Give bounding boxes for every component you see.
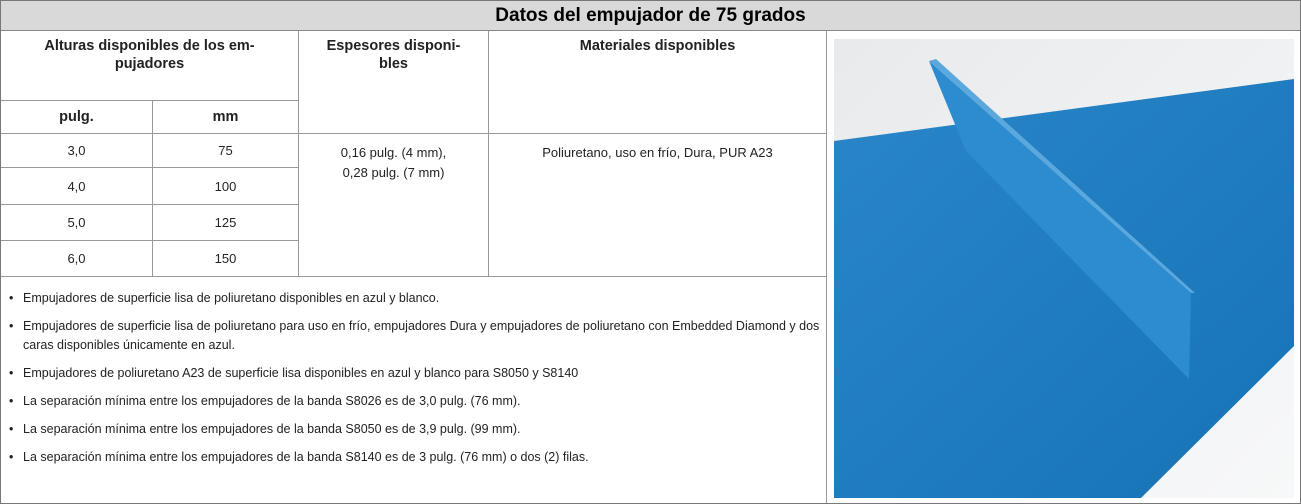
cell: 100 <box>153 168 299 205</box>
note: Empujadores de poliuretano A23 de superf… <box>9 364 826 383</box>
cell: 4,0 <box>1 168 153 205</box>
subheader: pulg. <box>1 101 153 134</box>
note: La separación mínima entre los empujador… <box>9 420 826 439</box>
header-thickness: Espesores disponi- bles <box>299 31 489 134</box>
flight <box>929 61 1191 379</box>
note: La separación mínima entre los empujador… <box>9 392 826 411</box>
title: Datos del empujador de 75 grados <box>1 1 1300 31</box>
cell: 150 <box>153 241 299 277</box>
note: Empujadores de superficie lisa de poliur… <box>9 317 826 355</box>
flight-edge <box>929 59 1195 293</box>
materials-cell: Poliuretano, uso en frío, Dura, PUR A23 <box>489 134 827 277</box>
header-materials: Materiales disponibles <box>489 31 827 134</box>
cell: 5,0 <box>1 205 153 241</box>
subheader: mm <box>153 101 299 134</box>
note: La separación mínima entre los empujador… <box>9 448 826 467</box>
cell: 3,0 <box>1 134 153 168</box>
belt-surface <box>834 79 1294 498</box>
photo-background <box>834 39 1294 498</box>
note: Empujadores de superficie lisa de poliur… <box>9 289 826 308</box>
cell: 6,0 <box>1 241 153 277</box>
cell: 125 <box>153 205 299 241</box>
cell: 75 <box>153 134 299 168</box>
notes: Empujadores de superficie lisa de poliur… <box>1 277 827 503</box>
header-heights: Alturas disponibles de los em- pujadores <box>1 31 299 101</box>
thickness-cell: 0,16 pulg. (4 mm), 0,28 pulg. (7 mm) <box>299 134 489 277</box>
